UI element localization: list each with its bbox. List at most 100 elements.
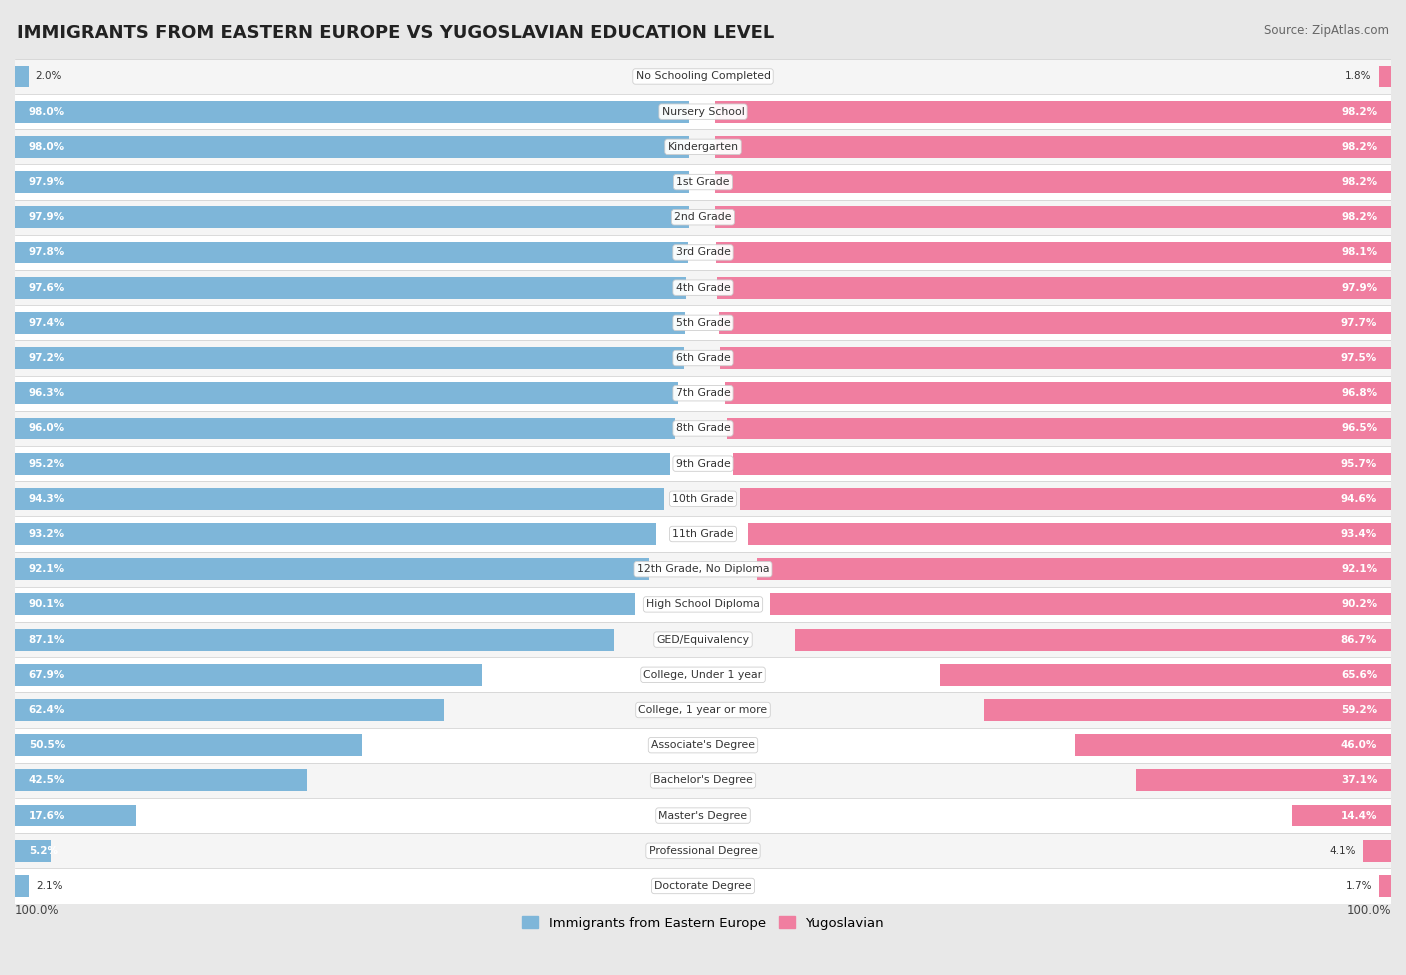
Bar — [15, 798, 1391, 834]
Bar — [15, 488, 664, 510]
Text: Kindergarten: Kindergarten — [668, 142, 738, 152]
Text: 87.1%: 87.1% — [28, 635, 65, 644]
Bar — [15, 270, 1391, 305]
Bar — [15, 629, 614, 650]
Bar — [15, 130, 1391, 165]
Bar — [1292, 804, 1391, 827]
Bar — [15, 517, 1391, 552]
Text: 4th Grade: 4th Grade — [676, 283, 730, 292]
Bar — [15, 65, 28, 88]
Text: College, Under 1 year: College, Under 1 year — [644, 670, 762, 680]
Bar — [1379, 875, 1391, 897]
Bar — [15, 762, 1391, 798]
Bar — [718, 312, 1391, 333]
Text: Doctorate Degree: Doctorate Degree — [654, 881, 752, 891]
Text: IMMIGRANTS FROM EASTERN EUROPE VS YUGOSLAVIAN EDUCATION LEVEL: IMMIGRANTS FROM EASTERN EUROPE VS YUGOSL… — [17, 24, 775, 42]
Legend: Immigrants from Eastern Europe, Yugoslavian: Immigrants from Eastern Europe, Yugoslav… — [517, 911, 889, 935]
Text: 98.2%: 98.2% — [1341, 177, 1378, 187]
Text: 46.0%: 46.0% — [1341, 740, 1378, 750]
Text: 1.8%: 1.8% — [1346, 71, 1372, 82]
Text: 86.7%: 86.7% — [1341, 635, 1378, 644]
Text: 98.2%: 98.2% — [1341, 106, 1378, 117]
Bar — [15, 312, 685, 333]
Bar — [15, 382, 678, 405]
Bar — [15, 207, 689, 228]
Text: 14.4%: 14.4% — [1341, 810, 1378, 821]
Text: 94.6%: 94.6% — [1341, 493, 1378, 504]
Text: GED/Equivalency: GED/Equivalency — [657, 635, 749, 644]
Text: Master's Degree: Master's Degree — [658, 810, 748, 821]
Bar — [15, 769, 308, 792]
Text: 98.2%: 98.2% — [1341, 213, 1378, 222]
Text: 5th Grade: 5th Grade — [676, 318, 730, 328]
Bar — [716, 207, 1391, 228]
Bar — [15, 657, 1391, 692]
Bar — [15, 277, 686, 298]
Text: 98.1%: 98.1% — [1341, 248, 1378, 257]
Text: 96.0%: 96.0% — [28, 423, 65, 434]
Text: 9th Grade: 9th Grade — [676, 458, 730, 469]
Bar — [720, 347, 1391, 369]
Text: Professional Degree: Professional Degree — [648, 845, 758, 856]
Bar — [770, 594, 1391, 615]
Bar — [1362, 839, 1391, 862]
Text: 6th Grade: 6th Grade — [676, 353, 730, 363]
Text: 2nd Grade: 2nd Grade — [675, 213, 731, 222]
Bar — [15, 94, 1391, 130]
Bar — [15, 875, 30, 897]
Text: High School Diploma: High School Diploma — [647, 600, 759, 609]
Bar — [15, 834, 1391, 869]
Text: 5.2%: 5.2% — [28, 845, 58, 856]
Text: 94.3%: 94.3% — [28, 493, 65, 504]
Text: 2.0%: 2.0% — [35, 71, 62, 82]
Text: 96.5%: 96.5% — [1341, 423, 1378, 434]
Bar — [15, 804, 136, 827]
Bar — [727, 417, 1391, 440]
Text: 98.0%: 98.0% — [28, 106, 65, 117]
Bar — [758, 559, 1391, 580]
Bar — [15, 136, 689, 158]
Text: 97.6%: 97.6% — [28, 283, 65, 292]
Text: 7th Grade: 7th Grade — [676, 388, 730, 398]
Text: 97.7%: 97.7% — [1341, 318, 1378, 328]
Bar — [15, 235, 1391, 270]
Text: 62.4%: 62.4% — [28, 705, 65, 715]
Text: 1st Grade: 1st Grade — [676, 177, 730, 187]
Bar — [15, 305, 1391, 340]
Text: 50.5%: 50.5% — [28, 740, 65, 750]
Text: 98.0%: 98.0% — [28, 142, 65, 152]
Bar — [939, 664, 1391, 685]
Bar — [748, 524, 1391, 545]
Text: 37.1%: 37.1% — [1341, 775, 1378, 786]
Bar — [716, 100, 1391, 123]
Text: 10th Grade: 10th Grade — [672, 493, 734, 504]
Bar — [15, 869, 1391, 904]
Bar — [15, 165, 1391, 200]
Text: 97.9%: 97.9% — [28, 213, 65, 222]
Text: Associate's Degree: Associate's Degree — [651, 740, 755, 750]
Bar — [984, 699, 1391, 721]
Text: 65.6%: 65.6% — [1341, 670, 1378, 680]
Bar — [716, 136, 1391, 158]
Bar — [1136, 769, 1391, 792]
Text: Source: ZipAtlas.com: Source: ZipAtlas.com — [1264, 24, 1389, 37]
Bar — [15, 58, 1391, 94]
Bar — [15, 587, 1391, 622]
Text: 90.2%: 90.2% — [1341, 600, 1378, 609]
Text: 93.2%: 93.2% — [28, 529, 65, 539]
Bar — [15, 340, 1391, 375]
Text: 96.3%: 96.3% — [28, 388, 65, 398]
Bar — [716, 172, 1391, 193]
Text: 97.8%: 97.8% — [28, 248, 65, 257]
Text: 3rd Grade: 3rd Grade — [675, 248, 731, 257]
Bar — [15, 622, 1391, 657]
Bar — [15, 692, 1391, 727]
Text: College, 1 year or more: College, 1 year or more — [638, 705, 768, 715]
Text: 97.2%: 97.2% — [28, 353, 65, 363]
Text: 11th Grade: 11th Grade — [672, 529, 734, 539]
Text: 8th Grade: 8th Grade — [676, 423, 730, 434]
Bar — [15, 200, 1391, 235]
Text: 92.1%: 92.1% — [1341, 565, 1378, 574]
Bar — [794, 629, 1391, 650]
Bar — [717, 277, 1391, 298]
